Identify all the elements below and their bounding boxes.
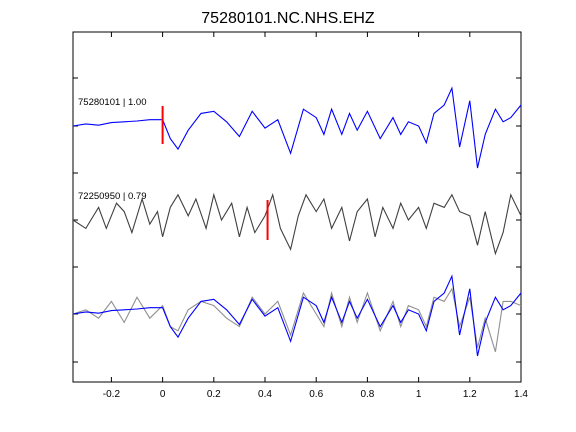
y-ticks: [73, 77, 521, 363]
x-tick-label: 0.8: [360, 389, 374, 400]
overlay-template-trace: [72, 274, 522, 357]
trace-labels: 75280101 | 1.00 72250950 | 0.79: [78, 97, 147, 202]
x-tick-label: 1.4: [514, 389, 528, 400]
chart-title: 75280101.NC.NHS.EHZ: [201, 10, 375, 27]
x-tick-label: 0.4: [258, 389, 272, 400]
x-axis: -0.2 0 0.2 0.4 0.6 0.8 1 1.2 1.4: [103, 32, 528, 400]
trace-label-template: 75280101 | 1.00: [78, 97, 147, 108]
x-tick-label: 1: [416, 389, 422, 400]
x-tick-label: 0: [160, 389, 166, 400]
x-tick-label: -0.2: [103, 389, 121, 400]
plot-frame: [72, 31, 522, 383]
x-tick-label: 1.2: [463, 389, 477, 400]
x-tick-label: 0.2: [207, 389, 221, 400]
trace-label-match: 72250950 | 0.79: [78, 191, 147, 202]
template-trace: [72, 86, 522, 169]
traces: [72, 86, 522, 357]
x-tick-label: 0.6: [309, 389, 323, 400]
match-trace: [72, 192, 522, 256]
